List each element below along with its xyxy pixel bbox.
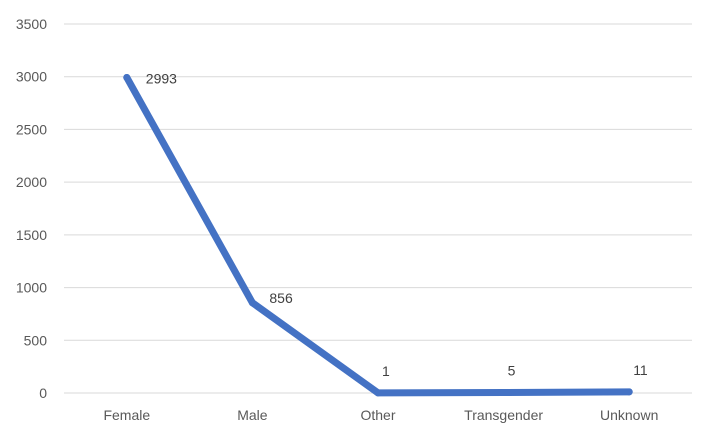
x-axis-ticks: Female Male Other Transgender Unknown (103, 407, 658, 423)
x-tick-label: Other (360, 407, 395, 423)
x-tick-label: Female (103, 407, 150, 423)
y-tick-label: 1500 (16, 227, 47, 243)
data-point (248, 299, 256, 307)
data-point (500, 388, 508, 396)
y-tick-label: 2000 (16, 174, 47, 190)
data-label: 11 (633, 362, 648, 378)
x-tick-label: Unknown (600, 407, 658, 423)
y-tick-label: 2500 (16, 121, 47, 137)
data-point (123, 73, 131, 81)
y-tick-label: 500 (24, 332, 48, 348)
y-tick-label: 0 (39, 385, 47, 401)
series-line-group (123, 73, 633, 397)
y-tick-label: 1000 (16, 280, 47, 296)
x-tick-label: Transgender (464, 407, 543, 423)
data-label: 1 (382, 363, 390, 379)
data-point (374, 389, 382, 397)
data-label: 5 (508, 362, 516, 378)
data-label: 856 (269, 290, 293, 306)
gridlines (64, 23, 692, 394)
data-point (625, 388, 633, 396)
y-tick-label: 3000 (16, 69, 47, 85)
y-tick-label: 3500 (16, 16, 47, 32)
data-label: 2993 (146, 70, 177, 86)
x-tick-label: Male (237, 407, 268, 423)
y-axis-ticks: 0 500 1000 1500 2000 2500 3000 3500 (16, 16, 47, 401)
data-labels: 2993 856 1 5 11 (146, 70, 648, 378)
